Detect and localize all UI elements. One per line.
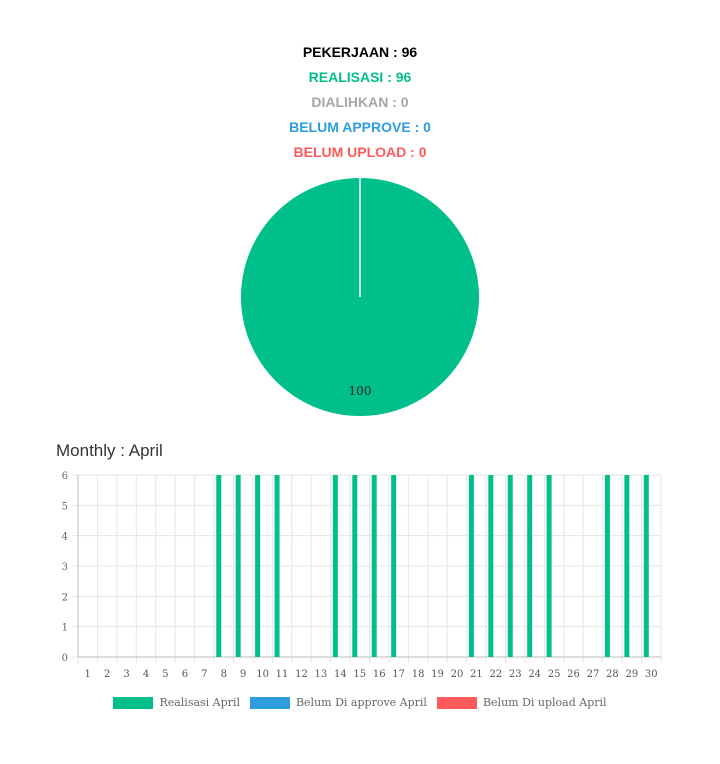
bar-realisasi-april (391, 475, 397, 657)
bar-realisasi-april (274, 475, 280, 657)
bar-realisasi-april (216, 475, 222, 657)
x-tick-label: 21 (470, 669, 483, 680)
bar-realisasi-april (507, 475, 513, 657)
legend-item-belum-upload[interactable]: Belum Di upload April (436, 696, 607, 709)
x-tick-label: 10 (256, 669, 269, 680)
legend-swatch-belum-upload (436, 696, 477, 709)
y-tick-label: 5 (62, 501, 68, 512)
monthly-title: Monthly : April (56, 441, 163, 460)
pie-chart: 100 (241, 178, 479, 416)
y-tick-label: 4 (62, 532, 68, 543)
bar-realisasi-april (235, 475, 241, 657)
legend-label-realisasi: Realisasi April (159, 696, 240, 709)
x-tick-label: 8 (221, 669, 227, 680)
bar-realisasi-april (468, 475, 474, 657)
x-tick-label: 25 (548, 669, 561, 680)
y-tick-label: 3 (62, 562, 68, 573)
belum-approve-total: BELUM APPROVE : 0 (289, 119, 431, 135)
bar-realisasi-april (546, 475, 552, 657)
x-tick-label: 15 (353, 669, 366, 680)
x-tick-label: 12 (295, 669, 308, 680)
x-tick-label: 5 (162, 669, 168, 680)
x-tick-label: 27 (587, 669, 600, 680)
x-tick-label: 18 (412, 669, 425, 680)
chart-legend: Realisasi April Belum Di approve April B… (0, 696, 720, 709)
bar-realisasi-april (371, 475, 377, 657)
pie-slice-label: 100 (349, 384, 372, 398)
belum-upload-total: BELUM UPLOAD : 0 (293, 144, 427, 160)
bar-realisasi-april (332, 475, 338, 657)
x-tick-label: 1 (85, 669, 91, 680)
x-tick-label: 2 (104, 669, 110, 680)
bar-realisasi-april (352, 475, 358, 657)
x-tick-label: 24 (528, 669, 541, 680)
x-tick-label: 16 (373, 669, 386, 680)
legend-label-belum-approve: Belum Di approve April (295, 696, 427, 709)
x-tick-label: 22 (489, 669, 502, 680)
y-tick-label: 0 (62, 653, 68, 664)
y-tick-label: 6 (62, 471, 68, 482)
dialihkan-total: DIALIHKAN : 0 (311, 94, 409, 110)
bar-realisasi-april (643, 475, 649, 657)
x-tick-label: 29 (625, 669, 638, 680)
legend-swatch-realisasi (113, 696, 154, 709)
x-tick-label: 28 (606, 669, 619, 680)
x-tick-label: 23 (509, 669, 522, 680)
x-tick-label: 17 (392, 669, 405, 680)
x-tick-label: 26 (567, 669, 580, 680)
pekerjaan-total: PEKERJAAN : 96 (302, 44, 418, 60)
x-tick-label: 11 (276, 669, 289, 680)
x-tick-label: 3 (123, 669, 129, 680)
legend-swatch-belum-approve (249, 696, 290, 709)
x-tick-label: 13 (315, 669, 328, 680)
legend-label-belum-upload: Belum Di upload April (482, 696, 607, 709)
bar-realisasi-april (527, 475, 533, 657)
y-tick-label: 2 (62, 592, 68, 603)
legend-item-realisasi[interactable]: Realisasi April (113, 696, 240, 709)
bar-realisasi-april (488, 475, 494, 657)
x-tick-label: 19 (431, 669, 444, 680)
x-tick-label: 14 (334, 669, 347, 680)
bar-realisasi-april (255, 475, 261, 657)
bar-realisasi-april (624, 475, 630, 657)
x-tick-label: 6 (182, 669, 188, 680)
y-tick-label: 1 (62, 623, 68, 634)
x-tick-label: 9 (240, 669, 246, 680)
x-tick-label: 20 (451, 669, 464, 680)
x-tick-label: 7 (201, 669, 207, 680)
bar-realisasi-april (604, 475, 610, 657)
x-tick-label: 4 (143, 669, 149, 680)
realisasi-total: REALISASI : 96 (308, 69, 412, 85)
legend-item-belum-approve[interactable]: Belum Di approve April (249, 696, 427, 709)
x-tick-label: 30 (645, 669, 658, 680)
